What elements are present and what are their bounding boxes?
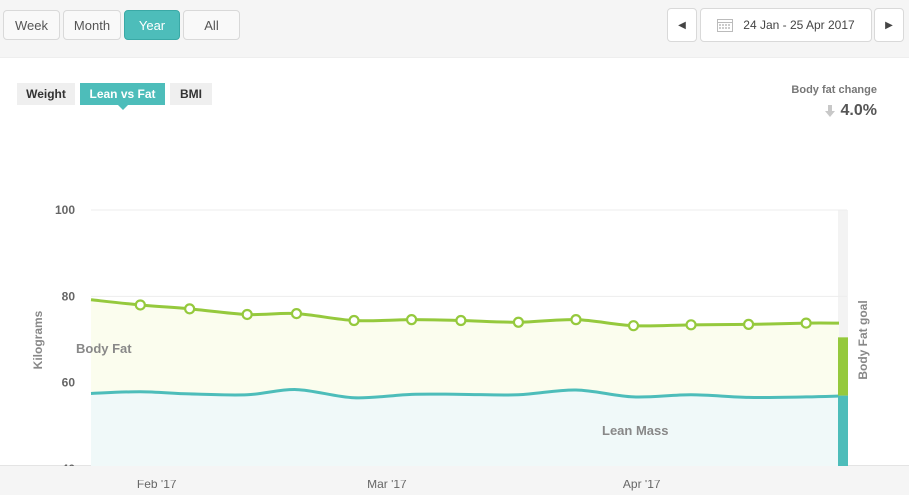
- body-fat-change-value: 4.0%: [824, 102, 877, 120]
- body-fat-series-label: Body Fat: [76, 341, 132, 356]
- body-fat-point: [627, 320, 640, 332]
- period-month-button[interactable]: Month: [63, 10, 121, 40]
- body-fat-point: [405, 314, 418, 326]
- tab-lean-vs-fat[interactable]: Lean vs Fat: [80, 83, 165, 110]
- body-fat-point: [134, 299, 146, 311]
- lean-mass-series-label: Lean Mass: [602, 423, 668, 438]
- body-fat-point: [800, 317, 812, 329]
- previous-range-button[interactable]: ◀: [667, 8, 697, 42]
- calendar-icon: [717, 19, 734, 32]
- body-fat-change-label: Body fat change: [791, 84, 877, 96]
- tab-weight[interactable]: Weight: [17, 83, 75, 105]
- tab-bmi[interactable]: BMI: [170, 83, 212, 105]
- y-tick-label: 60: [62, 376, 76, 390]
- arrow-down-icon: [824, 105, 835, 117]
- body-fat-point: [455, 314, 467, 327]
- next-range-button[interactable]: ▶: [874, 8, 904, 42]
- lean-mass-line: [90, 388, 840, 400]
- period-week-button[interactable]: Week: [3, 10, 60, 40]
- y-tick-label: 100: [55, 203, 75, 217]
- body-fat-point: [184, 303, 196, 315]
- y-axis-label: Kilograms: [31, 310, 45, 369]
- lean-mass-area: [91, 389, 839, 469]
- body-fat-area: [91, 299, 839, 398]
- body-fat-point: [685, 319, 697, 331]
- period-all-button[interactable]: All: [183, 10, 240, 40]
- y-tick-label: 80: [62, 289, 76, 303]
- top-toolbar: Week Month Year All ◀ 24 Jan - 25 Apr 20…: [0, 0, 909, 52]
- period-year-button[interactable]: Year: [124, 10, 180, 40]
- goal-fat-bar: [838, 337, 848, 396]
- body-fat-point: [570, 314, 582, 326]
- goal-lean-bar: [838, 395, 848, 469]
- caret-left-icon: ◀: [678, 19, 686, 31]
- goal-label: Body Fat goal: [856, 300, 870, 379]
- caret-right-icon: ▶: [885, 19, 893, 31]
- body-fat-point: [742, 318, 755, 330]
- body-fat-point: [290, 308, 303, 320]
- body-fat-point: [348, 314, 360, 327]
- body-fat-point: [512, 316, 525, 328]
- date-range-picker[interactable]: 24 Jan - 25 Apr 2017: [700, 8, 872, 42]
- body-fat-point: [241, 308, 253, 321]
- bottom-strip: [0, 466, 909, 480]
- body-fat-change-number: 4.0%: [840, 102, 877, 119]
- chart-card: Weight Lean vs Fat BMI Body fat change 4…: [0, 57, 909, 491]
- date-range-text: 24 Jan - 25 Apr 2017: [743, 18, 855, 32]
